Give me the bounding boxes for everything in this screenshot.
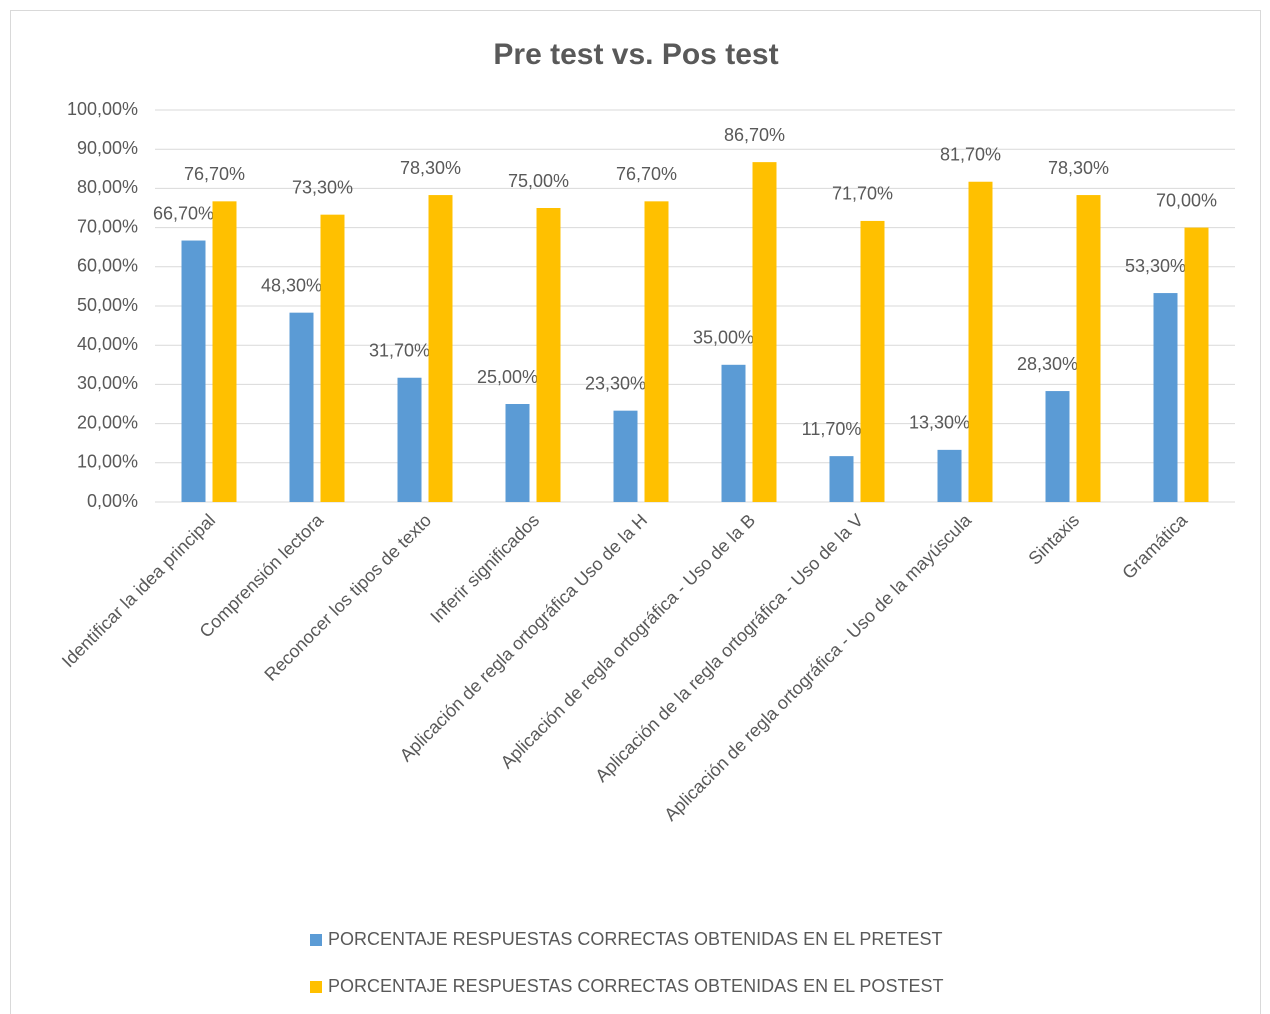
data-label: 70,00% bbox=[1156, 190, 1217, 210]
data-label: 11,70% bbox=[802, 419, 862, 439]
data-label: 78,30% bbox=[400, 158, 461, 178]
y-tick-label: 100,00% bbox=[67, 99, 138, 119]
bar bbox=[1184, 227, 1209, 502]
y-tick-label: 20,00% bbox=[77, 412, 138, 432]
data-label: 13,30% bbox=[909, 413, 970, 433]
bar bbox=[289, 312, 314, 502]
y-tick-label: 50,00% bbox=[77, 295, 138, 315]
data-label: 35,00% bbox=[693, 328, 754, 348]
data-label: 53,30% bbox=[1125, 256, 1186, 276]
bar bbox=[320, 214, 345, 502]
bar bbox=[181, 240, 206, 502]
data-label: 31,70% bbox=[369, 340, 430, 360]
data-label: 76,70% bbox=[184, 164, 245, 184]
data-label: 71,70% bbox=[832, 184, 893, 204]
legend-label: PORCENTAJE RESPUESTAS CORRECTAS OBTENIDA… bbox=[328, 976, 943, 996]
y-tick-label: 70,00% bbox=[77, 216, 138, 236]
data-label: 28,30% bbox=[1017, 354, 1078, 374]
bar bbox=[829, 456, 854, 502]
y-tick-label: 90,00% bbox=[77, 138, 138, 158]
chart-title: Pre test vs. Pos test bbox=[493, 38, 778, 71]
bar bbox=[721, 364, 746, 502]
bar bbox=[968, 181, 993, 502]
bar bbox=[613, 410, 638, 502]
data-label: 48,30% bbox=[261, 275, 322, 295]
y-tick-label: 80,00% bbox=[77, 177, 138, 197]
bar bbox=[644, 201, 669, 502]
data-label: 25,00% bbox=[477, 367, 538, 387]
data-label: 75,00% bbox=[508, 171, 569, 191]
bar bbox=[937, 449, 962, 502]
bar bbox=[752, 162, 777, 503]
y-tick-label: 40,00% bbox=[77, 334, 138, 354]
bar bbox=[860, 220, 885, 502]
bar bbox=[505, 404, 530, 502]
bar bbox=[397, 377, 422, 502]
bar bbox=[536, 208, 561, 502]
data-label: 81,70% bbox=[940, 144, 1001, 164]
bar bbox=[212, 201, 237, 502]
data-label: 76,70% bbox=[616, 164, 677, 184]
y-tick-label: 0,00% bbox=[87, 491, 138, 511]
bar bbox=[428, 195, 453, 502]
data-label: 86,70% bbox=[724, 125, 785, 145]
bar bbox=[1045, 391, 1070, 502]
y-tick-label: 10,00% bbox=[77, 452, 138, 472]
bar bbox=[1153, 293, 1178, 502]
data-label: 66,70% bbox=[153, 203, 214, 223]
legend-label: PORCENTAJE RESPUESTAS CORRECTAS OBTENIDA… bbox=[328, 929, 942, 949]
chart-border bbox=[10, 10, 1261, 1014]
y-tick-label: 30,00% bbox=[77, 373, 138, 393]
y-tick-label: 60,00% bbox=[77, 256, 138, 276]
data-label: 23,30% bbox=[585, 373, 646, 393]
legend-swatch bbox=[310, 934, 322, 946]
data-label: 78,30% bbox=[1048, 158, 1109, 178]
data-label: 73,30% bbox=[292, 177, 353, 197]
legend-swatch bbox=[310, 981, 322, 993]
bar bbox=[1076, 195, 1101, 502]
